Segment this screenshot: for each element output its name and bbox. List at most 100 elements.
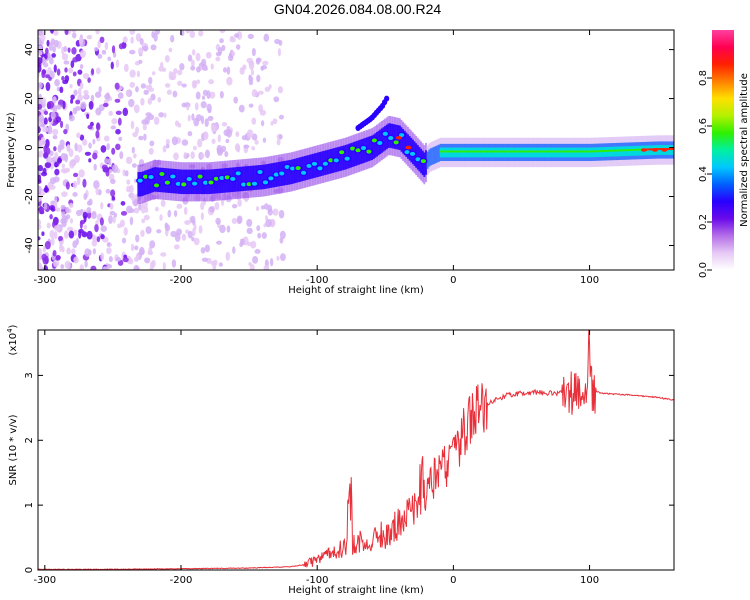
noise-speck xyxy=(53,39,59,48)
snr-y-scale-exponent: 4 xyxy=(6,328,14,333)
noise-speck xyxy=(98,86,102,93)
ridge-band-outer xyxy=(199,169,202,195)
ridge-blob-core xyxy=(317,166,323,171)
noise-speck xyxy=(90,211,97,220)
ridge-band-outer xyxy=(371,135,374,160)
noise-speck xyxy=(52,45,56,53)
noise-speck xyxy=(162,145,167,153)
ridge-blob-core xyxy=(344,156,350,161)
noise-speck xyxy=(201,58,207,67)
noise-speck xyxy=(277,86,284,94)
ridge-band-outer xyxy=(170,168,173,194)
noise-speck xyxy=(48,42,53,51)
noise-speck xyxy=(125,156,133,165)
noise-speck xyxy=(256,74,261,83)
noise-speck xyxy=(79,63,84,70)
ridge-band-outer xyxy=(423,152,426,177)
noise-speck xyxy=(177,69,183,76)
ridge-band-outer xyxy=(163,168,166,193)
ridge-blob-core xyxy=(170,174,176,179)
ridge-band-outer xyxy=(240,166,243,192)
x-tick-label: 100 xyxy=(580,275,599,286)
ridge-band-core xyxy=(612,149,615,152)
noise-speck xyxy=(45,82,51,92)
snr-panel: -300 -200 -100 0 100 0 1 2 3 Height of straight… xyxy=(6,324,675,596)
ridge-band-core xyxy=(559,150,561,153)
noise-speck xyxy=(261,232,267,239)
noise-speck xyxy=(83,224,87,230)
noise-speck xyxy=(92,152,98,160)
noise-speck xyxy=(173,244,180,250)
noise-speck xyxy=(97,53,103,59)
noise-speck xyxy=(171,259,177,268)
noise-speck xyxy=(41,123,46,128)
ridge-blob-core xyxy=(295,166,301,171)
ridge-band-outer xyxy=(410,137,413,163)
noise-speck xyxy=(56,68,61,76)
noise-speck xyxy=(130,243,135,252)
ridge-band-outer xyxy=(250,165,253,191)
noise-speck xyxy=(66,247,71,255)
noise-speck xyxy=(130,36,134,44)
noise-speck xyxy=(162,261,166,270)
noise-speck xyxy=(165,143,170,149)
noise-speck xyxy=(51,237,55,246)
ridge-band-core xyxy=(482,150,485,153)
noise-speck xyxy=(86,211,92,219)
noise-speck xyxy=(200,201,205,211)
noise-speck xyxy=(115,257,122,262)
noise-speck xyxy=(61,191,68,198)
noise-speck xyxy=(190,151,195,160)
ridge-band-core xyxy=(650,148,653,151)
noise-speck xyxy=(131,163,137,168)
noise-speck xyxy=(78,36,84,45)
noise-speck xyxy=(191,49,196,56)
ridge-band-core xyxy=(464,150,467,153)
noise-speck xyxy=(115,110,122,115)
noise-speck xyxy=(181,102,187,108)
noise-speck xyxy=(262,137,267,143)
ridge-band-core xyxy=(622,149,625,152)
noise-speck xyxy=(52,249,57,257)
noise-speck xyxy=(120,219,125,228)
ridge-blob-core xyxy=(213,176,220,181)
ridge-band-core xyxy=(660,148,663,151)
noise-speck xyxy=(255,206,260,212)
noise-speck xyxy=(70,94,75,100)
noise-speck xyxy=(86,230,93,240)
noise-speck xyxy=(138,202,142,211)
noise-speck xyxy=(181,83,187,88)
ridge-band-outer xyxy=(139,172,141,197)
ridge-blob-core xyxy=(409,151,416,156)
noise-speck xyxy=(41,137,46,142)
spectrogram-x-label: Height of straight line (km) xyxy=(288,285,424,296)
hot-spot xyxy=(641,148,648,152)
noise-speck xyxy=(231,217,238,225)
noise-speck xyxy=(119,151,124,160)
noise-speck xyxy=(59,120,64,129)
noise-speck xyxy=(117,117,122,126)
ridge-blob-core xyxy=(360,146,367,151)
noise-speck xyxy=(263,33,270,42)
ridge-blob-core xyxy=(371,138,377,143)
ridge-band-core xyxy=(578,150,581,153)
ridge-band-outer xyxy=(431,147,434,165)
noise-speck xyxy=(54,78,60,87)
noise-speck xyxy=(47,155,52,162)
noise-speck xyxy=(219,38,224,44)
ridge-band-outer xyxy=(353,141,356,167)
noise-speck xyxy=(81,231,88,238)
noise-speck xyxy=(123,63,129,73)
ridge-band-core xyxy=(562,150,565,153)
noise-speck xyxy=(154,206,159,212)
noise-speck xyxy=(72,56,79,63)
noise-speck xyxy=(232,246,236,254)
noise-speck xyxy=(216,147,223,156)
ridge-band-core xyxy=(519,150,522,153)
ridge-band-core xyxy=(596,150,599,153)
ridge-band-core xyxy=(446,150,449,153)
noise-speck xyxy=(209,205,215,213)
noise-speck xyxy=(240,238,245,246)
noise-speck xyxy=(97,189,102,196)
noise-speck xyxy=(159,214,163,221)
